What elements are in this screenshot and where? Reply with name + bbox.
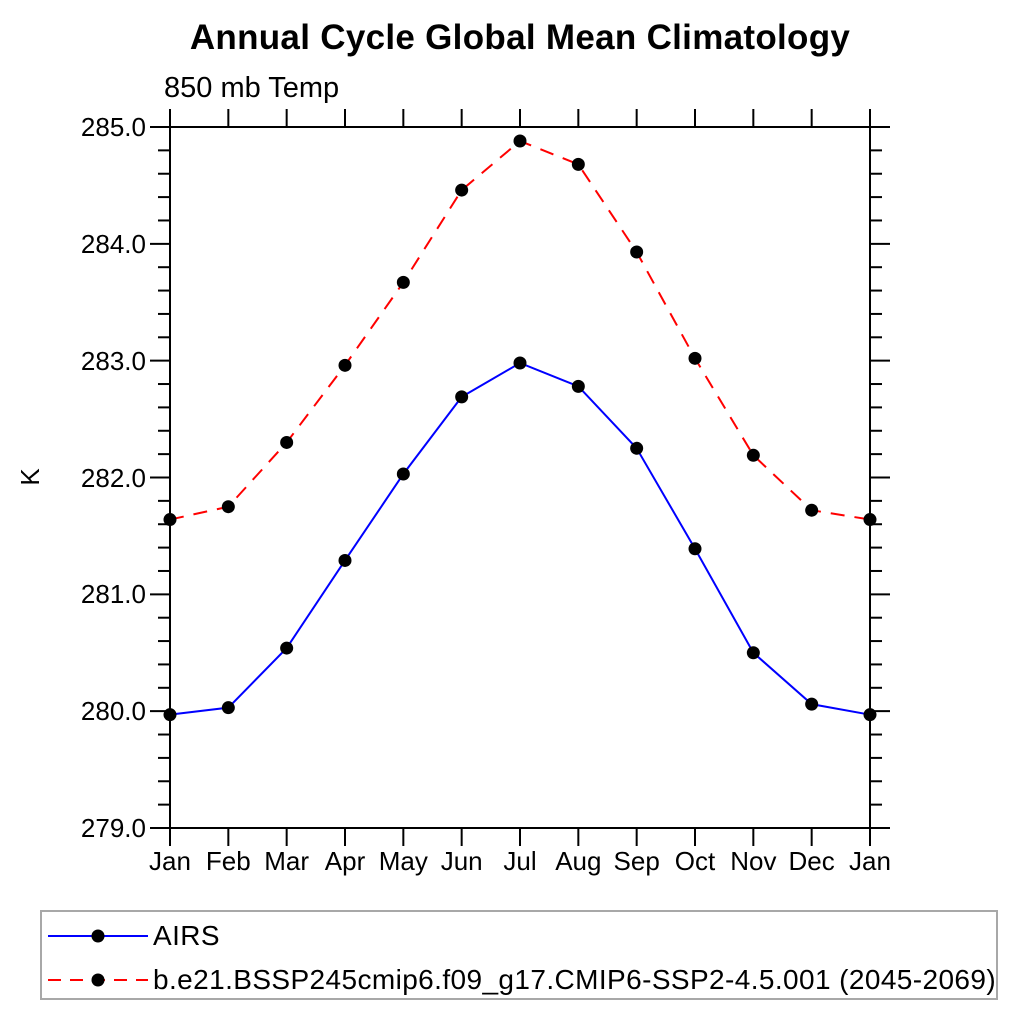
x-tick-label: Jan bbox=[149, 846, 191, 876]
series-1-marker bbox=[630, 245, 644, 259]
legend-line-sample-airs bbox=[48, 929, 148, 943]
legend: AIRS b.e21.BSSP245cmip6.f09_g17.CMIP6-SS… bbox=[40, 910, 998, 1000]
series-0-marker bbox=[455, 390, 469, 404]
series-0-marker bbox=[630, 441, 644, 455]
series-0-marker bbox=[513, 356, 527, 370]
series-1-marker bbox=[805, 503, 819, 517]
y-tick-label: 284.0 bbox=[80, 228, 146, 259]
series-1-marker bbox=[163, 513, 177, 527]
x-tick-label: Sep bbox=[613, 846, 660, 876]
legend-entry-airs: AIRS bbox=[48, 920, 220, 951]
series-0-marker bbox=[163, 708, 177, 722]
series-1-marker bbox=[338, 358, 352, 372]
x-tick-label: Dec bbox=[788, 846, 835, 876]
y-tick-label: 282.0 bbox=[80, 462, 146, 493]
x-tick-label: May bbox=[378, 846, 428, 876]
x-tick-label: Mar bbox=[264, 846, 310, 876]
legend-line-sample-model bbox=[48, 973, 148, 987]
series-1-marker bbox=[396, 275, 410, 289]
legend-label-airs: AIRS bbox=[153, 920, 220, 951]
x-tick-label: Jan bbox=[849, 846, 891, 876]
x-tick-label: Oct bbox=[674, 846, 716, 876]
y-tick-label: 280.0 bbox=[80, 696, 146, 727]
series-1-marker bbox=[221, 500, 235, 514]
series-line-0 bbox=[169, 361, 871, 716]
legend-sample-marker bbox=[91, 973, 105, 987]
series-1-marker bbox=[513, 134, 527, 148]
chart-title: Annual Cycle Global Mean Climatology bbox=[189, 18, 851, 57]
series-1-marker bbox=[688, 351, 702, 365]
x-tick-label: Aug bbox=[555, 846, 602, 876]
legend-label-model: b.e21.BSSP245cmip6.f09_g17.CMIP6-SSP2-4.… bbox=[153, 964, 997, 995]
series-1-marker bbox=[571, 157, 585, 171]
series-1-marker bbox=[746, 448, 760, 462]
series-0-marker bbox=[280, 641, 294, 655]
chart-subtitle: 850 mb Temp bbox=[164, 72, 340, 104]
legend-sample-marker bbox=[91, 929, 105, 943]
series-0-marker bbox=[396, 467, 410, 481]
legend-entry-model: b.e21.BSSP245cmip6.f09_g17.CMIP6-SSP2-4.… bbox=[48, 964, 997, 995]
y-tick-label: 279.0 bbox=[80, 813, 146, 843]
series-1-marker bbox=[863, 513, 877, 527]
series-1-marker bbox=[280, 435, 294, 449]
x-tick-label: Apr bbox=[324, 846, 366, 876]
x-tick-label: Nov bbox=[730, 846, 777, 876]
series-1-marker bbox=[455, 183, 469, 197]
series-0-marker bbox=[338, 553, 352, 567]
series-0-marker bbox=[221, 701, 235, 715]
x-tick-label: Jun bbox=[440, 846, 483, 876]
x-tick-label: Jul bbox=[503, 846, 537, 876]
y-tick-label: 281.0 bbox=[80, 579, 146, 610]
x-tick-label: Feb bbox=[205, 846, 251, 876]
plot-frame bbox=[169, 126, 871, 829]
y-tick-label: 283.0 bbox=[80, 345, 146, 376]
series-0-marker bbox=[746, 646, 760, 660]
series-0-marker bbox=[863, 708, 877, 722]
y-tick-label: 285.0 bbox=[80, 112, 146, 142]
series-0-marker bbox=[805, 697, 819, 711]
series-line-1 bbox=[169, 139, 871, 521]
series-0-marker bbox=[688, 542, 702, 556]
series-0-marker bbox=[571, 379, 585, 393]
